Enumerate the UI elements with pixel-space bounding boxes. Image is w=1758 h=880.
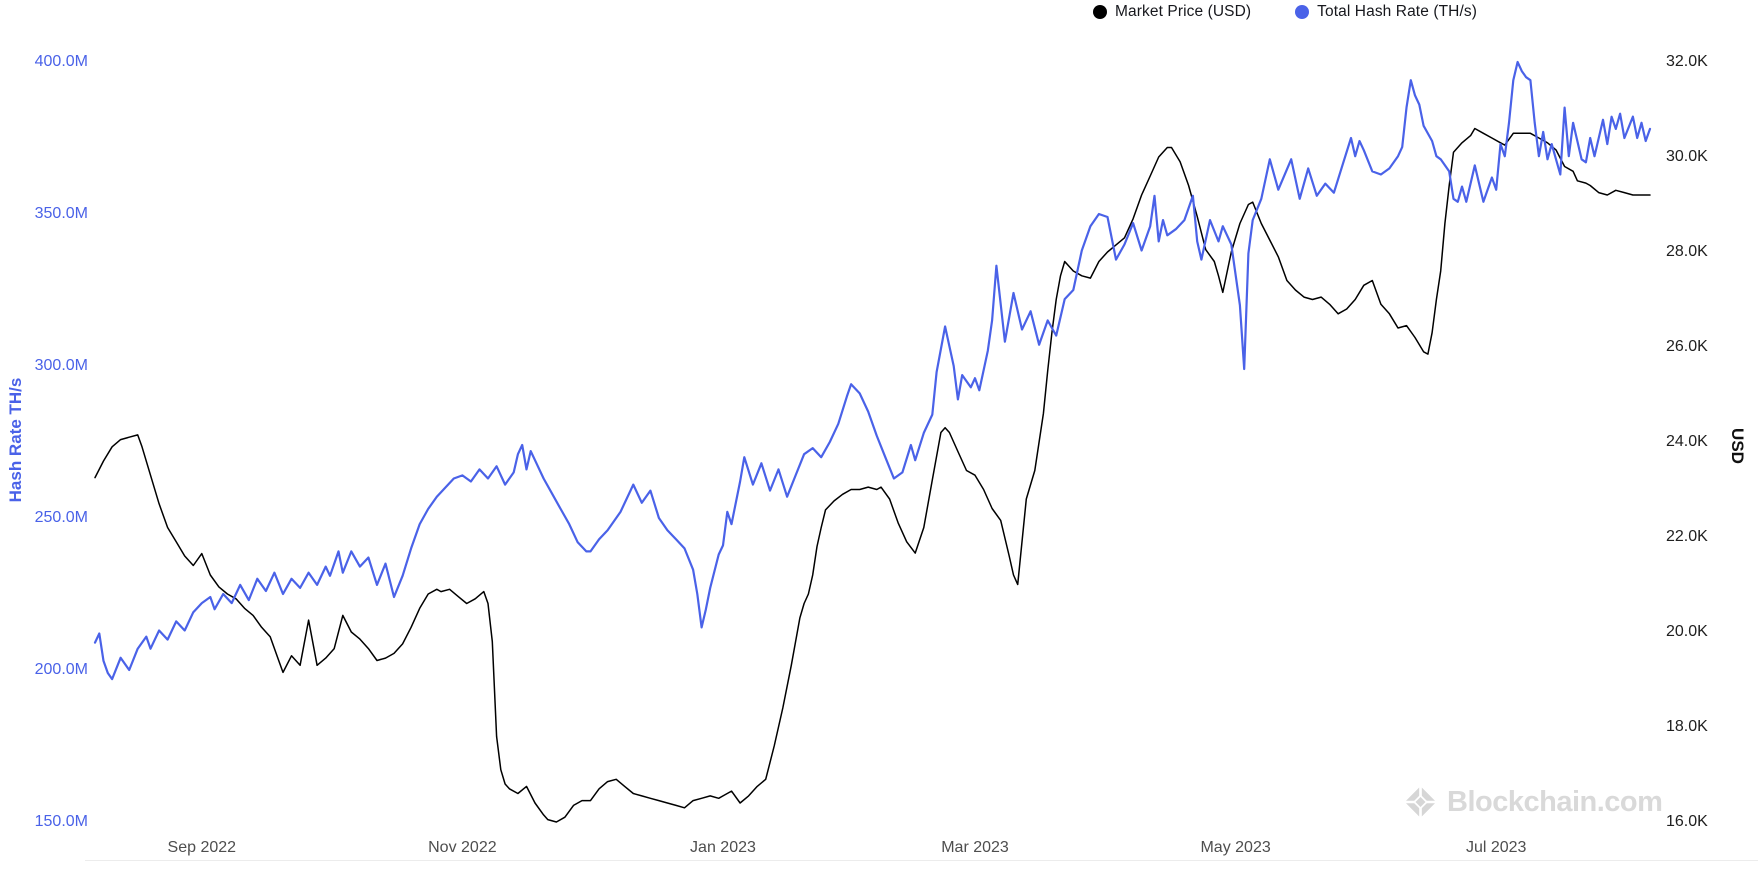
y-left-tick-label: 350.0M — [34, 205, 88, 222]
x-tick-label: Jan 2023 — [690, 839, 756, 856]
y-right-tick-label: 28.0K — [1666, 243, 1708, 260]
watermark: Blockchain.com — [1404, 786, 1663, 819]
legend-item-hash-rate[interactable]: Total Hash Rate (TH/s) — [1295, 3, 1477, 21]
y-right-tick-label: 32.0K — [1666, 53, 1708, 70]
legend-item-market-price[interactable]: Market Price (USD) — [1093, 3, 1251, 21]
x-axis-line — [85, 860, 1758, 861]
y-right-tick-label: 20.0K — [1666, 623, 1708, 640]
y-right-tick-label: 26.0K — [1666, 338, 1708, 355]
x-tick-label: Nov 2022 — [428, 839, 497, 856]
legend-label-hash-rate: Total Hash Rate (TH/s) — [1317, 3, 1477, 20]
x-tick-label: May 2023 — [1200, 839, 1271, 856]
plot-hover-area[interactable] — [95, 40, 1650, 860]
y-left-tick-label: 300.0M — [34, 357, 88, 374]
market-price-dot-icon — [1093, 5, 1107, 19]
watermark-text: Blockchain.com — [1447, 786, 1663, 818]
hash-rate-dot-icon — [1295, 5, 1310, 19]
blockchain-cube-icon — [1406, 787, 1435, 817]
x-tick-label: Jul 2023 — [1465, 839, 1527, 856]
x-tick-label: Sep 2022 — [167, 839, 237, 856]
y-left-tick-label: 400.0M — [34, 53, 88, 70]
legend-label-market-price: Market Price (USD) — [1115, 3, 1252, 20]
y-right-tick-label: 24.0K — [1666, 433, 1708, 450]
y-left-tick-label: 200.0M — [34, 661, 88, 678]
x-tick-label: Mar 2023 — [941, 839, 1009, 856]
market-price-line — [94, 127, 1651, 823]
chart-legend: Market Price (USD) Total Hash Rate (TH/s… — [1093, 3, 1477, 21]
y-right-tick-label: 30.0K — [1666, 148, 1708, 165]
y-right-tick-label: 16.0K — [1666, 813, 1708, 830]
hash-rate-line — [93, 60, 1652, 681]
y-left-tick-label: 150.0M — [34, 813, 88, 830]
y-right-tick-label: 18.0K — [1666, 718, 1708, 735]
y-right-tick-label: 22.0K — [1666, 528, 1708, 545]
y-left-tick-label: 250.0M — [34, 509, 88, 526]
